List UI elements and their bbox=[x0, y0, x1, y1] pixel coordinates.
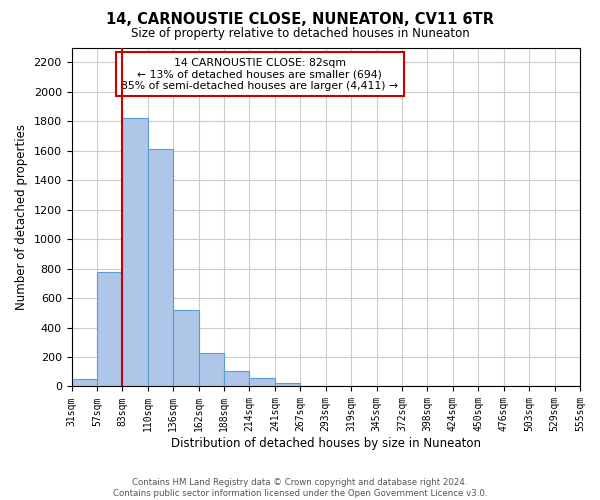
Bar bbox=[275, 383, 301, 386]
Bar bbox=[71, 379, 97, 386]
Text: 14 CARNOUSTIE CLOSE: 82sqm
← 13% of detached houses are smaller (694)
85% of sem: 14 CARNOUSTIE CLOSE: 82sqm ← 13% of deta… bbox=[121, 58, 398, 91]
Text: 14, CARNOUSTIE CLOSE, NUNEATON, CV11 6TR: 14, CARNOUSTIE CLOSE, NUNEATON, CV11 6TR bbox=[106, 12, 494, 28]
Bar bbox=[148, 149, 173, 386]
Bar bbox=[122, 118, 148, 386]
Bar bbox=[250, 378, 275, 386]
Text: Size of property relative to detached houses in Nuneaton: Size of property relative to detached ho… bbox=[131, 28, 469, 40]
Bar bbox=[173, 310, 199, 386]
Bar bbox=[199, 352, 224, 386]
Y-axis label: Number of detached properties: Number of detached properties bbox=[15, 124, 28, 310]
X-axis label: Distribution of detached houses by size in Nuneaton: Distribution of detached houses by size … bbox=[171, 437, 481, 450]
Bar bbox=[97, 272, 122, 386]
Text: Contains HM Land Registry data © Crown copyright and database right 2024.
Contai: Contains HM Land Registry data © Crown c… bbox=[113, 478, 487, 498]
Bar bbox=[224, 371, 250, 386]
